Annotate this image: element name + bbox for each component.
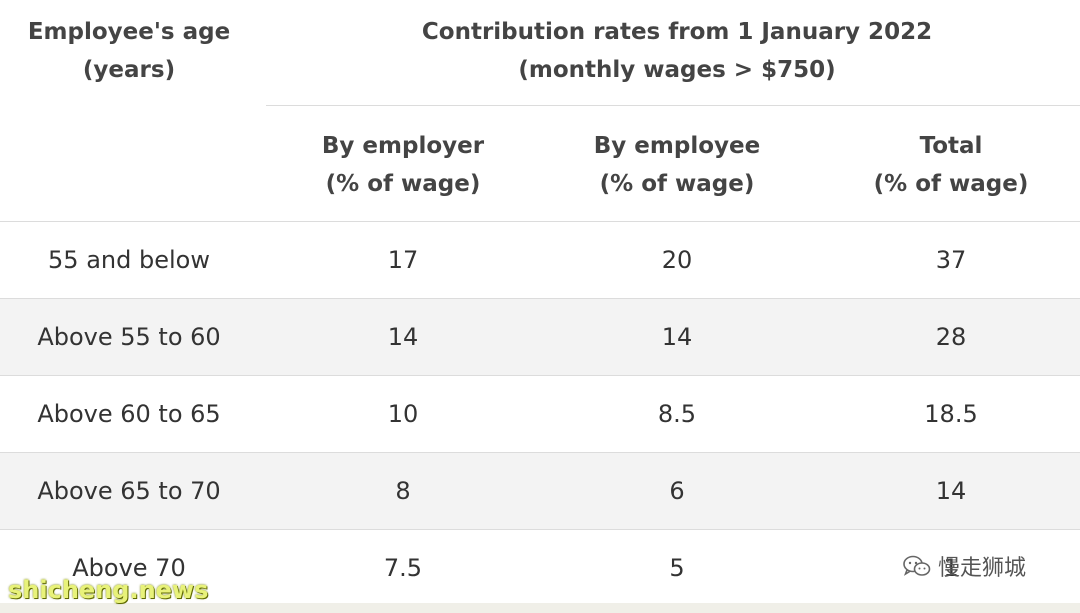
header-total: Total (% of wage) — [814, 122, 1080, 208]
cell-total: 37 — [935, 246, 967, 274]
table-row: Above 65 to 70 8 6 14 — [0, 452, 1080, 529]
wechat-icon — [903, 555, 931, 576]
cell-employer: 14 — [387, 323, 419, 351]
header-contribution-rates: Contribution rates from 1 January 2022 (… — [266, 8, 1080, 94]
cell-employer: 7.5 — [383, 554, 423, 582]
cell-employer: 8 — [395, 477, 411, 505]
cell-age: Above 55 to 60 — [37, 323, 221, 351]
cell-age: Above 70 — [72, 554, 186, 582]
cell-employee: 6 — [669, 477, 685, 505]
header-by-employee: By employee (% of wage) — [540, 122, 814, 208]
cell-total: 28 — [935, 323, 967, 351]
cell-employee: 14 — [661, 323, 693, 351]
site-watermark: shicheng.news — [8, 576, 209, 604]
cell-employee: 8.5 — [657, 400, 697, 428]
cell-employee: 5 — [669, 554, 685, 582]
header-total-line1: Total — [919, 133, 983, 159]
header-total-line2: (% of wage) — [873, 171, 1029, 197]
account-watermark: 慢走狮城 — [902, 550, 1026, 582]
cell-total: 1 — [943, 554, 959, 582]
cell-age: Above 65 to 70 — [37, 477, 221, 505]
header-age-line1: Employee's age — [27, 19, 231, 45]
table-row: 55 and below 17 20 37 — [0, 221, 1080, 298]
table-row: Above 55 to 60 14 14 28 — [0, 298, 1080, 375]
bottom-strip — [0, 603, 1080, 613]
header-divider — [266, 105, 1080, 106]
cell-employee: 20 — [661, 246, 693, 274]
header-employee-line1: By employee — [593, 133, 761, 159]
header-employee-age: Employee's age (years) — [0, 8, 258, 94]
account-name: 慢走狮城 — [938, 556, 1027, 581]
cell-employer: 10 — [387, 400, 419, 428]
header-employee-line2: (% of wage) — [599, 171, 755, 197]
header-employer-line1: By employer — [321, 133, 485, 159]
header-group-line1: Contribution rates from 1 January 2022 — [421, 19, 933, 45]
cell-total: 18.5 — [924, 400, 978, 428]
cell-age: Above 60 to 65 — [37, 400, 221, 428]
cell-total: 14 — [935, 477, 967, 505]
header-group-line2: (monthly wages > $750) — [518, 57, 836, 83]
header-age-line2: (years) — [82, 57, 176, 83]
header-by-employer: By employer (% of wage) — [266, 122, 540, 208]
table-row: Above 70 7.5 5 1 — [0, 529, 1080, 606]
header-employer-line2: (% of wage) — [325, 171, 481, 197]
cell-age: 55 and below — [48, 246, 210, 274]
table-row: Above 60 to 65 10 8.5 18.5 — [0, 375, 1080, 452]
cell-employer: 17 — [387, 246, 419, 274]
